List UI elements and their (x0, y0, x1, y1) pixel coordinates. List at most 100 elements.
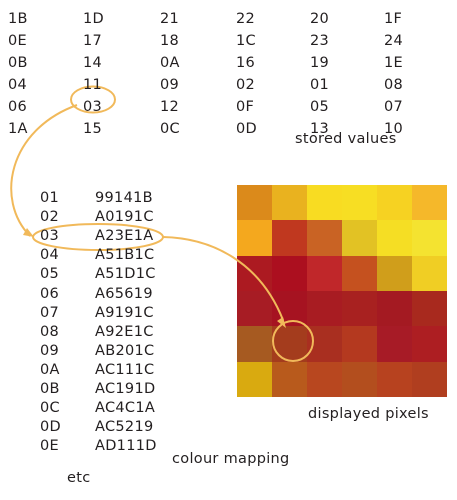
stored-value-cell: 07 (384, 99, 404, 115)
mapping-colour-value: AD111D (95, 438, 157, 455)
pixel-cell (377, 255, 413, 292)
pixel-cell (237, 185, 273, 221)
pixel-cell (272, 220, 308, 257)
pixel-cell (377, 290, 413, 327)
mapping-colour-value: A65619 (95, 285, 153, 302)
stored-value-cell: 08 (384, 77, 404, 93)
pixel-cell (412, 361, 447, 397)
mapping-index: 0E (40, 438, 59, 455)
stored-value-highlight-ellipse (70, 85, 116, 114)
stored-value-cell: 03 (83, 99, 103, 115)
stored-value-cell: 02 (236, 77, 256, 93)
pixel-cell (342, 185, 378, 221)
pixel-cell (377, 326, 413, 363)
stored-value-cell: 24 (384, 33, 404, 49)
mapping-index: 09 (40, 342, 60, 359)
pixel-cell (342, 220, 378, 257)
mapping-index: 08 (40, 323, 60, 340)
pixel-cell (272, 255, 308, 292)
stored-value-cell: 14 (83, 55, 103, 71)
stored-value-cell: 22 (236, 11, 256, 27)
stored-value-cell: 0C (160, 121, 180, 137)
stored-value-cell: 1B (8, 11, 28, 27)
pixel-cell (377, 361, 413, 397)
pixel-cell (342, 290, 378, 327)
arrowhead-pixel (277, 317, 286, 328)
pixel-cell (237, 255, 273, 292)
stored-value-cell: 1E (384, 55, 403, 71)
stored-value-cell: 17 (83, 33, 103, 49)
stored-value-cell: 16 (236, 55, 256, 71)
arrowhead-mapping (23, 228, 34, 237)
mapping-index: 0A (40, 361, 60, 378)
stored-value-cell: 12 (160, 99, 180, 115)
pixel-highlight-circle (272, 320, 314, 362)
pixel-cell (307, 290, 343, 327)
pixel-cell (412, 255, 447, 292)
mapping-index: 0B (40, 381, 60, 397)
pixel-cell (237, 290, 273, 327)
pixel-cell (237, 326, 273, 363)
mapping-index: 02 (40, 209, 60, 226)
mapping-colour-value: A0191C (95, 209, 154, 226)
mapping-index: 06 (40, 285, 60, 302)
pixel-cell (307, 255, 343, 292)
colour-mapping-etc-label: etc (67, 470, 91, 486)
stored-values-label: stored values (295, 131, 397, 147)
arrow-mapping-to-pixel (162, 236, 284, 321)
mapping-colour-value: AC4C1A (95, 400, 156, 417)
stored-value-cell: 1D (83, 11, 104, 27)
pixel-cell (272, 361, 308, 397)
arrow-stored-to-mapping (10, 104, 78, 237)
stored-value-cell: 09 (160, 77, 180, 93)
stored-value-cell: 04 (8, 77, 28, 93)
pixel-cell (412, 326, 447, 363)
pixel-cell (307, 185, 343, 221)
mapping-index: 03 (40, 228, 60, 245)
pixel-cell (377, 185, 413, 221)
pixel-cell (412, 185, 447, 221)
mapping-colour-value: A51B1C (95, 247, 155, 264)
pixel-cell (237, 361, 273, 397)
pixel-cell (342, 361, 378, 397)
stored-value-cell: 0D (236, 121, 257, 137)
stored-value-cell: 15 (83, 121, 103, 137)
mapping-colour-value: A23E1A (95, 228, 154, 245)
pixel-cell (272, 185, 308, 221)
stored-value-cell: 0E (8, 33, 27, 49)
stored-value-cell: 21 (160, 11, 180, 27)
mapping-colour-value: A9191C (95, 304, 154, 321)
stored-value-cell: 1C (236, 33, 256, 49)
stored-value-cell: 01 (310, 77, 330, 93)
pixel-cell (342, 326, 378, 363)
mapping-index: 04 (40, 247, 60, 264)
stored-value-cell: 0A (160, 55, 180, 71)
mapping-index: 0D (40, 419, 61, 436)
pixel-cell (377, 220, 413, 257)
pixel-cell (412, 220, 447, 257)
pixel-cell (307, 220, 343, 257)
mapping-index: 0C (40, 400, 60, 417)
stored-value-cell: 0F (236, 99, 255, 115)
stored-value-cell: 1F (384, 11, 403, 27)
mapping-index: 05 (40, 266, 60, 283)
mapping-index: 07 (40, 304, 60, 321)
displayed-pixels-label: displayed pixels (308, 406, 429, 422)
stored-value-cell: 18 (160, 33, 180, 49)
stored-value-cell: 20 (310, 11, 330, 27)
mapping-index: 01 (40, 190, 60, 206)
stored-value-cell: 0B (8, 55, 28, 71)
mapping-colour-value: AC111C (95, 361, 155, 378)
stored-value-cell: 05 (310, 99, 330, 115)
pixel-cell (272, 326, 308, 363)
mapping-colour-value: AB201C (95, 342, 155, 359)
pixel-cell (412, 290, 447, 327)
stored-value-cell: 13 (310, 121, 330, 137)
mapping-colour-value: A92E1C (95, 323, 154, 340)
stored-value-cell: 06 (8, 99, 28, 115)
stored-value-cell: 11 (83, 77, 103, 93)
pixel-cell (237, 220, 273, 257)
stored-value-cell: 1A (8, 121, 28, 137)
mapping-colour-value: AC191D (95, 381, 156, 397)
